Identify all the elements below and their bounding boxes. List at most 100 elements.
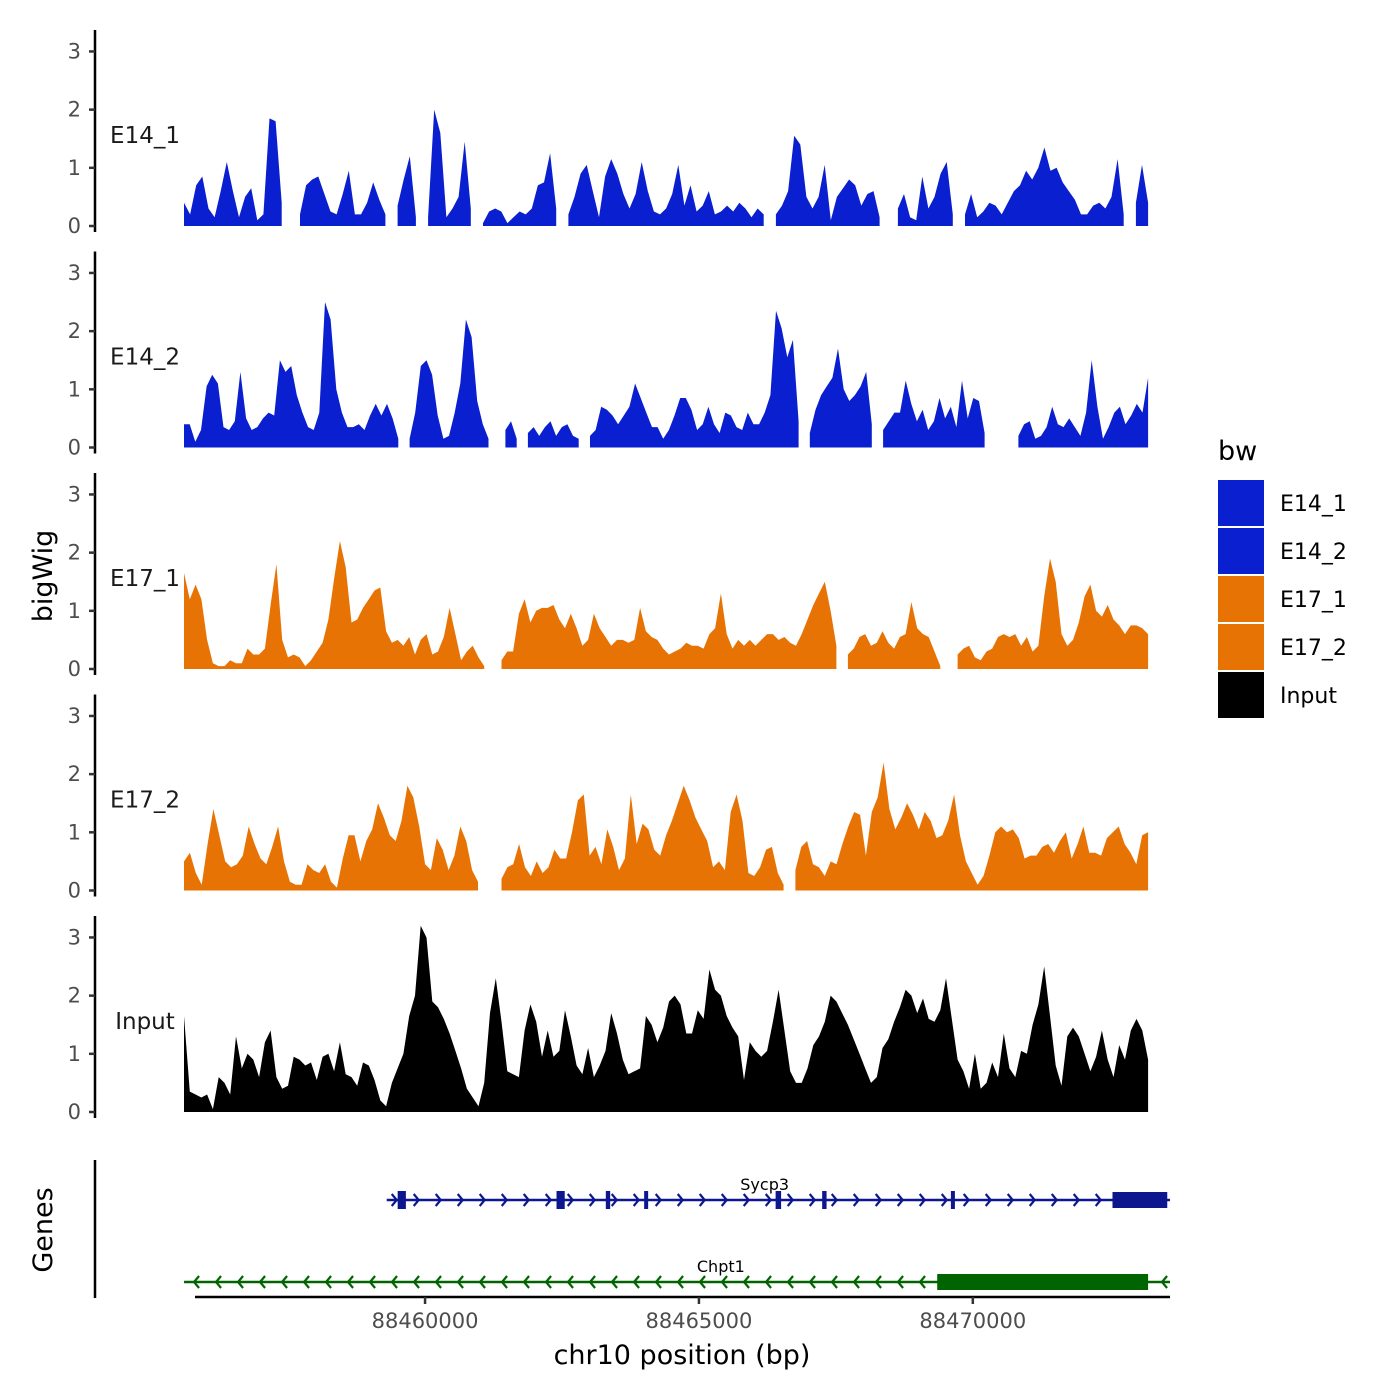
track-e14-1: 0 1 2 3 E14_1 [68,30,1149,238]
y-tick-label: 1 [68,377,81,401]
signal-area [505,421,517,448]
genes-panel-title: Genes [28,1187,59,1272]
track-label: E17_1 [110,566,180,592]
signal-area [483,153,557,226]
y-tick-label: 0 [68,657,81,681]
strand-arrow [808,1275,816,1289]
legend: bw E14_1 E14_2 E17_1 E17_2 Input [1218,436,1347,718]
track-e14-2: 0 1 2 3 E14_2 [68,251,1149,460]
track-label: E14_1 [110,123,180,149]
track-input: 0 1 2 3 Input [68,916,1149,1124]
gene-label: Sycp3 [740,1175,789,1194]
y-tick-label: 0 [68,1100,81,1124]
strand-arrow [918,1275,926,1289]
strand-arrow [1094,1193,1103,1207]
strand-arrow [742,1193,751,1207]
signal-area [957,558,1149,669]
signal-area [847,602,941,669]
strand-arrow [984,1193,993,1207]
signal-area [184,118,282,226]
strand-arrow [632,1275,640,1289]
strand-arrow [720,1193,729,1207]
legend-swatch [1218,624,1264,670]
strand-arrow [742,1275,750,1289]
exon [950,1191,955,1209]
legend-swatch [1218,480,1264,526]
strand-arrow [434,1193,443,1207]
strand-arrow [192,1275,200,1289]
legend-label: E14_2 [1280,540,1347,565]
strand-arrow [632,1193,641,1207]
strand-arrow [896,1193,905,1207]
exon [605,1191,611,1209]
track-label: Input [115,1009,175,1035]
signal-area [428,109,471,226]
strand-arrow [456,1193,465,1207]
y-tick-label: 3 [68,261,81,285]
signal-area [300,170,386,226]
strand-arrow [1072,1193,1081,1207]
strand-arrow [588,1193,597,1207]
strand-arrow [544,1275,552,1289]
strand-arrow [676,1275,684,1289]
signal-area [184,785,478,891]
y-tick-label: 0 [68,879,81,903]
signal-area [897,162,953,226]
y-tick-label: 1 [68,599,81,623]
y-tick-label: 3 [68,39,81,63]
strand-arrow [676,1193,685,1207]
y-tick-label: 2 [68,541,81,565]
signal-area [184,541,485,669]
strand-arrow [500,1275,508,1289]
signal-area [501,785,784,891]
strand-arrow [588,1275,596,1289]
y-tick-label: 0 [68,214,81,238]
y-axis-title: bigWig [28,530,59,623]
strand-arrow [808,1193,817,1207]
y-tick-label: 1 [68,156,81,180]
signal-area [809,348,872,448]
legend-item-e14-2: E14_2 [1218,528,1347,574]
strand-arrow [544,1193,553,1207]
legend-item-e14-1: E14_1 [1218,480,1347,526]
x-tick-label: 88465000 [645,1309,752,1333]
strand-arrow [940,1193,949,1207]
exon [937,1274,1149,1290]
genes-panel: Sycp3 Chpt1 [93,1160,1170,1298]
strand-arrow [698,1275,706,1289]
y-tick-label: 2 [68,98,81,122]
y-tick-label: 0 [68,436,81,460]
y-tick-label: 3 [68,482,81,506]
strand-arrow [478,1193,487,1207]
strand-arrow [786,1275,794,1289]
legend-label: E14_1 [1280,492,1347,517]
strand-arrow [610,1193,619,1207]
y-tick-label: 2 [68,984,81,1008]
strand-arrow [412,1193,421,1207]
strand-arrow [566,1193,575,1207]
exon [1112,1192,1168,1208]
strand-arrow [522,1275,530,1289]
track-e17-1: 0 1 2 3 E17_1 [68,473,1149,681]
signal-area [795,762,1149,891]
strand-arrow [478,1275,486,1289]
exon [397,1191,406,1209]
y-tick-label: 3 [68,925,81,949]
strand-arrow [1028,1193,1037,1207]
exon [556,1191,565,1209]
signal-area [568,159,764,226]
legend-item-e17-2: E17_2 [1218,624,1347,670]
legend-swatch [1218,528,1264,574]
strand-arrow [852,1193,861,1207]
y-tick-label: 1 [68,820,81,844]
strand-arrow [1050,1193,1059,1207]
strand-arrow [434,1275,442,1289]
strand-arrow [654,1275,662,1289]
strand-arrow [214,1275,222,1289]
strand-arrow [830,1193,839,1207]
strand-arrow [852,1275,860,1289]
signal-area [527,421,579,448]
strand-arrow [456,1275,464,1289]
gene-sycp3: Sycp3 [386,1175,1170,1209]
